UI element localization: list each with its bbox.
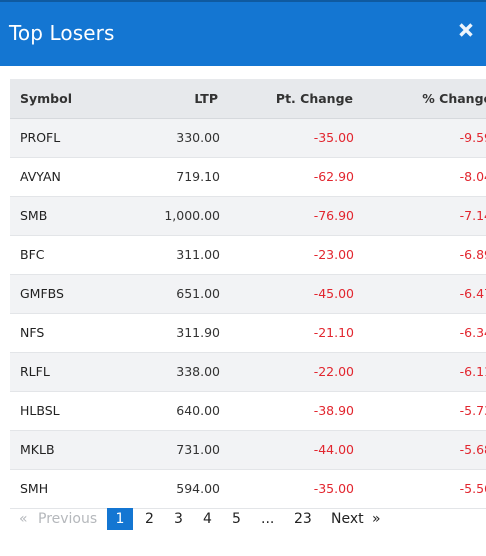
close-icon [459,23,473,37]
close-button[interactable] [458,22,478,44]
cell-symbol: NFS [20,325,45,340]
pagination-previous-arrow: « [19,511,28,527]
pagination-next-arrow[interactable]: » [372,511,381,527]
cell-pt-change: -62.90 [313,169,354,184]
table-row[interactable]: PROFL 330.00 -35.00 -9.59 [10,118,486,157]
cell-pt-change: -35.00 [313,481,354,496]
cell-pct-change: -6.89 [459,247,486,262]
table-row[interactable]: NFS 311.90 -21.10 -6.34 [10,313,486,352]
top-losers-table: Symbol LTP Pt. Change % Change PROFL 330.… [10,79,486,509]
cell-ltp: 1,000.00 [164,208,220,223]
pagination-ellipsis: ... [261,511,275,527]
table-row[interactable]: GMFBS 651.00 -45.00 -6.47 [10,274,486,313]
modal-title: Top Losers [9,21,115,45]
cell-pct-change: -8.04 [459,169,486,184]
cell-pct-change: -5.68 [459,442,486,457]
pagination-page-3[interactable]: 3 [174,511,183,527]
cell-ltp: 719.10 [176,169,220,184]
cell-pt-change: -22.00 [313,364,354,379]
cell-ltp: 311.00 [176,247,220,262]
table-row[interactable]: RLFL 338.00 -22.00 -6.11 [10,352,486,391]
cell-symbol: HLBSL [20,403,60,418]
cell-symbol: GMFBS [20,286,64,301]
cell-pct-change: -6.34 [459,325,486,340]
column-header-pct-change[interactable]: % Change [356,79,486,119]
cell-pt-change: -45.00 [313,286,354,301]
table-row[interactable]: AVYAN 719.10 -62.90 -8.04 [10,157,486,196]
cell-ltp: 651.00 [176,286,220,301]
cell-pt-change: -76.90 [313,208,354,223]
pagination-previous-button: Previous [38,511,98,527]
cell-ltp: 731.00 [176,442,220,457]
table-header-row: Symbol LTP Pt. Change % Change [10,79,486,119]
cell-symbol: PROFL [20,130,61,145]
header-top-strip [0,0,486,2]
cell-ltp: 594.00 [176,481,220,496]
table-row[interactable]: BFC 311.00 -23.00 -6.89 [10,235,486,274]
cell-pt-change: -23.00 [313,247,354,262]
cell-pt-change: -21.10 [313,325,354,340]
column-header-ltp[interactable]: LTP [130,79,221,119]
cell-symbol: RLFL [20,364,50,379]
cell-symbol: SMH [20,481,49,496]
column-header-symbol[interactable]: Symbol [10,79,130,119]
cell-symbol: MKLB [20,442,55,457]
cell-pct-change: -9.59 [459,130,486,145]
cell-pt-change: -35.00 [313,130,354,145]
pagination: « Previous 1 2 3 4 5 ... 23 Next » [19,508,479,530]
cell-pct-change: -7.14 [459,208,486,223]
cell-symbol: SMB [20,208,48,223]
table-row[interactable]: SMB 1,000.00 -76.90 -7.14 [10,196,486,235]
cell-symbol: BFC [20,247,45,262]
pagination-page-2[interactable]: 2 [145,511,154,527]
table-row[interactable]: MKLB 731.00 -44.00 -5.68 [10,430,486,469]
cell-pct-change: -5.73 [459,403,486,418]
cell-pct-change: -6.47 [459,286,486,301]
cell-ltp: 311.90 [176,325,220,340]
cell-pct-change: -6.11 [459,364,486,379]
pagination-page-5[interactable]: 5 [232,511,241,527]
top-losers-table-container: Symbol LTP Pt. Change % Change PROFL 330.… [10,79,486,509]
cell-pct-change: -5.56 [459,481,486,496]
pagination-page-4[interactable]: 4 [203,511,212,527]
pagination-next-button[interactable]: Next [331,511,364,527]
pagination-page-1[interactable]: 1 [107,508,133,530]
modal-header: Top Losers [0,0,486,66]
pagination-page-last[interactable]: 23 [294,511,312,527]
cell-pt-change: -44.00 [313,442,354,457]
table-row[interactable]: SMH 594.00 -35.00 -5.56 [10,469,486,508]
cell-ltp: 640.00 [176,403,220,418]
cell-ltp: 338.00 [176,364,220,379]
cell-pt-change: -38.90 [313,403,354,418]
cell-ltp: 330.00 [176,130,220,145]
table-row[interactable]: HLBSL 640.00 -38.90 -5.73 [10,391,486,430]
table-body: PROFL 330.00 -35.00 -9.59 AVYAN 719.10 -62.90 -… [10,118,486,508]
cell-symbol: AVYAN [20,169,61,184]
column-header-pt-change[interactable]: Pt. Change [221,79,356,119]
